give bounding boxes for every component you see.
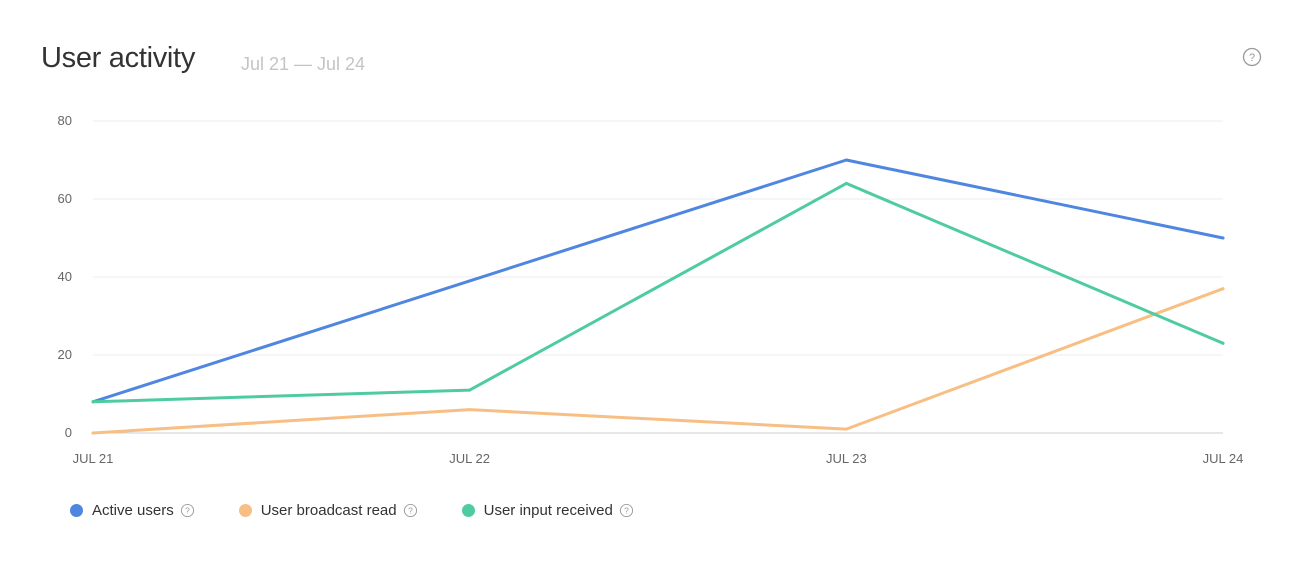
series-line-user-input-received	[91, 181, 1225, 404]
data-point	[468, 388, 472, 392]
series-line-active-users	[91, 158, 1225, 404]
question-circle-icon[interactable]: ?	[619, 503, 634, 518]
series-line-user-broadcast-read	[91, 287, 1225, 435]
x-tick-label: JUL 21	[73, 451, 114, 466]
data-point	[844, 181, 848, 185]
legend-label: User broadcast read	[260, 502, 397, 519]
data-point	[1221, 287, 1225, 291]
question-circle-icon[interactable]: ?	[403, 503, 418, 518]
data-point	[468, 408, 472, 412]
legend-label: Active users	[92, 502, 174, 519]
svg-text:?: ?	[408, 506, 413, 516]
legend-label: User input received	[483, 502, 613, 519]
chart-legend: Active users ? User broadcast read ? Use…	[70, 502, 634, 519]
data-point	[1221, 341, 1225, 345]
data-point	[844, 158, 848, 162]
legend-item-user-input-received[interactable]: User input received ?	[461, 502, 634, 519]
question-circle-icon[interactable]: ?	[180, 503, 195, 518]
legend-item-user-broadcast-read[interactable]: User broadcast read ?	[238, 502, 418, 519]
svg-text:?: ?	[1249, 52, 1255, 64]
y-tick-label: 20	[58, 347, 72, 362]
chart-title: User activity	[41, 42, 196, 74]
y-tick-label: 60	[58, 191, 72, 206]
x-tick-label: JUL 24	[1203, 451, 1244, 466]
question-circle-icon[interactable]: ?	[1242, 47, 1262, 67]
y-tick-label: 40	[58, 269, 72, 284]
y-tick-label: 0	[65, 425, 72, 440]
svg-text:?: ?	[624, 506, 629, 516]
legend-dot-active-users	[70, 504, 83, 517]
legend-item-active-users[interactable]: Active users ?	[70, 502, 195, 519]
data-point	[468, 279, 472, 283]
data-point	[844, 427, 848, 431]
data-point	[91, 400, 95, 404]
x-tick-label: JUL 23	[826, 451, 867, 466]
legend-dot-user-input-received	[461, 504, 475, 517]
legend-dot-user-broadcast-read	[238, 504, 252, 517]
data-point	[91, 431, 95, 435]
data-point	[1221, 236, 1225, 240]
y-tick-label: 80	[58, 113, 72, 128]
svg-text:?: ?	[185, 506, 190, 516]
date-range: Jul 21 — Jul 24	[241, 54, 366, 74]
x-tick-label: JUL 22	[449, 451, 490, 466]
line-chart: 0 20 40 60 80 JUL 21 JUL 22 JUL 23 JUL 24	[58, 113, 1244, 466]
